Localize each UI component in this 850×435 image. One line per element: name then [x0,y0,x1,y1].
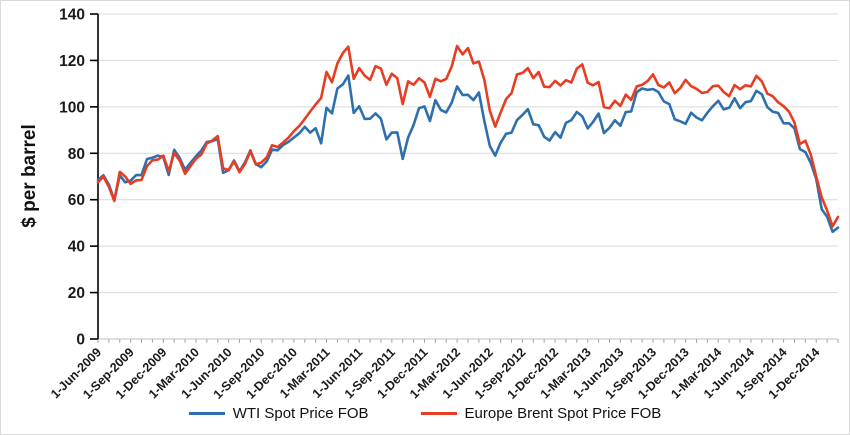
legend-item-brent: Europe Brent Spot Price FOB [420,405,662,422]
y-tick-label: 120 [59,53,85,70]
legend-item-wti: WTI Spot Price FOB [188,405,369,422]
y-tick-label: 0 [76,332,85,349]
y-tick-label: 80 [68,146,85,163]
brent-line [96,44,840,228]
brent-line-swatch [420,412,457,415]
legend-label-brent: Europe Brent Spot Price FOB [464,405,662,422]
y-tick-label: 140 [59,7,85,24]
legend: WTI Spot Price FOB Europe Brent Spot Pri… [1,405,849,422]
legend-label-wti: WTI Spot Price FOB [232,405,369,422]
y-tick-label: 20 [68,285,85,302]
y-axis-title: $ per barrel [19,124,40,228]
y-tick-label: 40 [68,239,85,256]
y-tick-label: 100 [59,99,85,116]
y-tick-label: 60 [68,192,85,209]
wti-line-swatch [188,412,225,415]
plot-area: 0204060801001201401-Jun-20091-Sep-20091-… [48,7,840,402]
